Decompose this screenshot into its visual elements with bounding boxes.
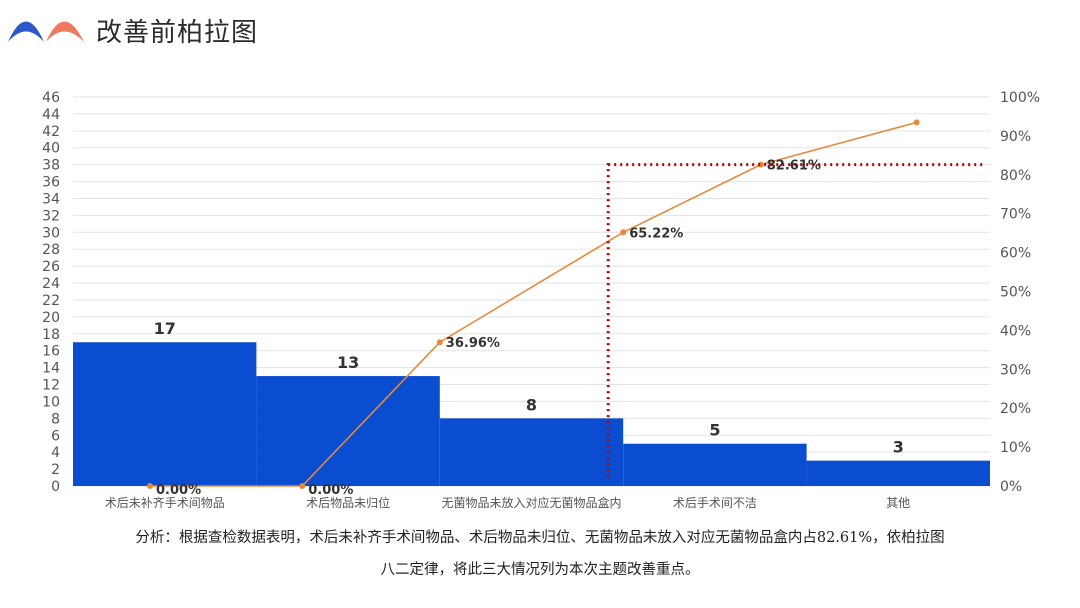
cumulative-line-series: 0.00% 0.00% 36.96% 65.22% 82.61% xyxy=(147,119,920,498)
cumulative-point xyxy=(913,119,920,126)
y-left-tick-label: 14 xyxy=(42,361,60,377)
y-left-tick-label: 16 xyxy=(42,344,60,360)
y-left-tick-label: 12 xyxy=(42,378,60,394)
bar-value-label: 17 xyxy=(154,319,176,338)
category-label: 术后未补齐手术间物品 xyxy=(105,495,225,510)
bar xyxy=(73,342,257,486)
y-left-tick-label: 20 xyxy=(42,310,60,326)
bar-value-label: 8 xyxy=(526,395,537,414)
category-axis: 术后未补齐手术间物品 术后物品未归位 无菌物品未放入对应无菌物品盒内 术后手术间不洁 其… xyxy=(105,495,911,510)
y-right-tick-label: 80% xyxy=(1000,168,1031,184)
slide-header: 改善前柏拉图 xyxy=(0,0,1080,60)
y-left-tick-label: 0 xyxy=(51,479,60,495)
cumulative-label: 0.00% xyxy=(156,483,201,498)
bar-value-label: 13 xyxy=(337,353,359,372)
bar xyxy=(623,443,807,486)
cutoff-guide xyxy=(606,163,985,478)
y-right-tick-label: 20% xyxy=(1000,401,1031,417)
cumulative-label: 65.22% xyxy=(629,226,683,241)
y-right-tick-label: 10% xyxy=(1000,440,1031,456)
cumulative-point xyxy=(436,339,443,346)
y-right-tick-label: 70% xyxy=(1000,207,1031,223)
category-label: 无菌物品未放入对应无菌物品盒内 xyxy=(441,495,621,510)
cumulative-point xyxy=(620,229,627,236)
bar xyxy=(806,460,990,486)
analysis-line-2: 八二定律，将此三大情况列为本次主题改善重点。 xyxy=(380,562,700,578)
left-axis: 0246810121416182022242628303234363840424… xyxy=(42,90,60,495)
y-left-tick-label: 32 xyxy=(42,208,60,224)
bar-value-label: 5 xyxy=(709,421,720,440)
y-right-tick-label: 60% xyxy=(1000,246,1031,262)
y-left-tick-label: 44 xyxy=(42,107,60,123)
y-left-tick-label: 6 xyxy=(51,428,60,444)
y-left-tick-label: 8 xyxy=(51,411,60,427)
y-left-tick-label: 42 xyxy=(42,124,60,140)
analysis-text: 分析：根据查检数据表明，术后未补齐手术间物品、术后物品未归位、无菌物品未放入对应… xyxy=(0,522,1080,586)
y-right-tick-label: 30% xyxy=(1000,362,1031,378)
y-left-tick-label: 38 xyxy=(42,158,60,174)
cumulative-line xyxy=(150,121,917,487)
cumulative-label: 36.96% xyxy=(446,336,500,351)
y-right-tick-label: 0% xyxy=(1000,479,1022,495)
cumulative-point xyxy=(147,483,154,489)
y-left-tick-label: 30 xyxy=(42,225,60,241)
y-left-tick-label: 34 xyxy=(42,191,60,207)
y-left-tick-label: 10 xyxy=(42,394,60,410)
bar-series: 17 13 8 5 3 xyxy=(73,319,990,486)
y-right-tick-label: 40% xyxy=(1000,323,1031,339)
bar xyxy=(439,418,624,486)
bar xyxy=(256,376,440,486)
page-title: 改善前柏拉图 xyxy=(96,18,259,48)
category-label: 术后手术间不洁 xyxy=(673,496,757,510)
cumulative-point xyxy=(299,483,306,489)
y-left-tick-label: 26 xyxy=(42,259,60,275)
bar-value-label: 3 xyxy=(893,438,904,457)
y-left-tick-label: 4 xyxy=(51,445,60,461)
y-left-tick-label: 36 xyxy=(42,175,60,191)
category-label: 术后物品未归位 xyxy=(306,495,390,510)
y-right-tick-label: 100% xyxy=(1000,90,1040,106)
brand-logo-icon xyxy=(8,21,84,42)
y-right-tick-label: 90% xyxy=(1000,129,1031,145)
cumulative-label: 0.00% xyxy=(308,483,353,498)
y-left-tick-label: 2 xyxy=(51,462,60,478)
y-left-tick-label: 24 xyxy=(42,276,60,292)
y-left-tick-label: 18 xyxy=(42,327,60,343)
y-left-tick-label: 22 xyxy=(42,293,60,309)
right-axis: 0% 10% 20% 30% 40% 50% 60% 70% 80% 90% 100% xyxy=(1000,90,1040,495)
category-label: 其他 xyxy=(886,496,910,510)
y-left-tick-label: 28 xyxy=(42,242,60,258)
y-left-tick-label: 46 xyxy=(42,90,60,106)
y-right-tick-label: 50% xyxy=(1000,285,1031,301)
cumulative-label: 82.61% xyxy=(767,159,821,174)
y-left-tick-label: 40 xyxy=(42,141,60,157)
analysis-line-1: 分析：根据查检数据表明，术后未补齐手术间物品、术后物品未归位、无菌物品未放入对应… xyxy=(135,530,945,546)
